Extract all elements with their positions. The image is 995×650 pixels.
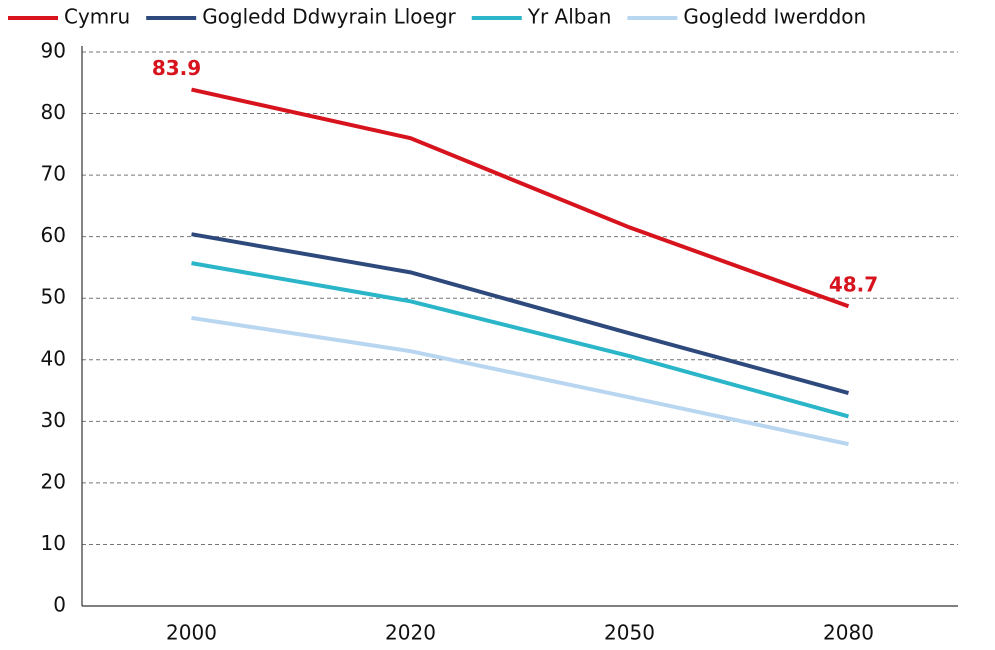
x-tick-label: 2020 [385,621,436,645]
legend-label: Yr Alban [527,5,612,29]
y-tick-label: 50 [41,285,66,309]
legend-label: Gogledd Ddwyrain Lloegr [202,5,456,29]
y-tick-label: 90 [41,39,66,63]
y-tick-label: 60 [41,223,66,247]
series-line [191,315,849,447]
x-tick-label: 2050 [604,621,655,645]
series-line [191,232,850,395]
data-label: 48.7 [829,273,878,297]
x-tick-label: 2080 [823,621,874,645]
data-label: 83.9 [152,56,201,80]
legend-label: Cymru [64,5,130,29]
y-tick-label: 0 [53,593,66,617]
legend-label: Gogledd Iwerddon [683,5,866,29]
y-tick-label: 40 [41,346,66,370]
y-tick-label: 10 [41,531,66,555]
y-tick-label: 70 [41,162,66,186]
series-line [191,87,850,309]
x-tick-label: 2000 [166,621,217,645]
y-tick-label: 20 [41,469,66,493]
y-tick-label: 80 [41,100,66,124]
series-line [191,261,850,419]
y-tick-label: 30 [41,408,66,432]
